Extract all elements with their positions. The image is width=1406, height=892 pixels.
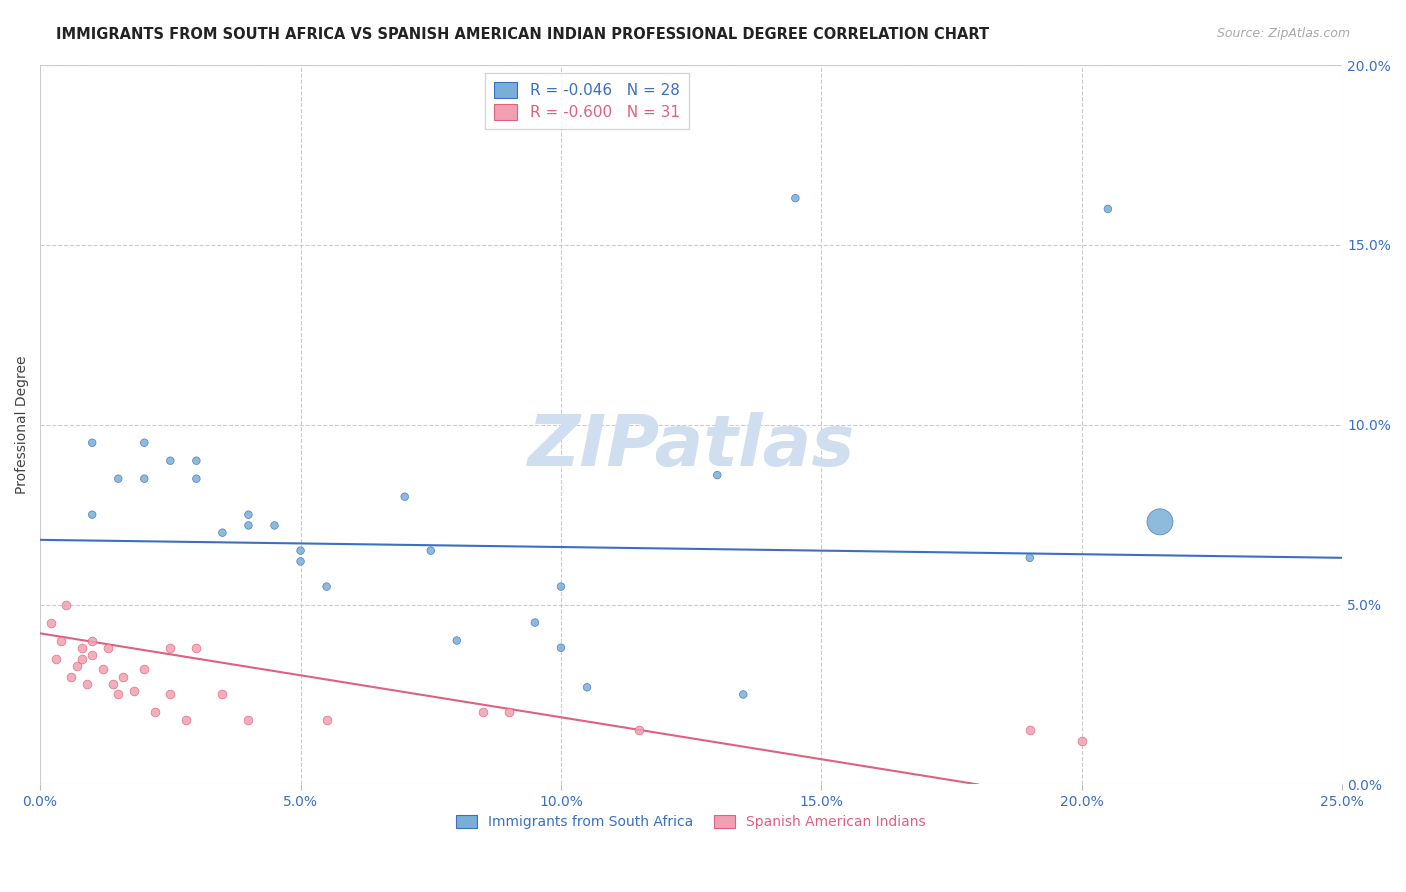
Point [498, 706, 520, 720]
Point [238, 508, 260, 522]
Point [471, 706, 494, 720]
Point [315, 580, 337, 594]
Point [65, 658, 87, 673]
Point [290, 554, 312, 568]
Point [82, 508, 104, 522]
Point [1070, 734, 1092, 748]
Point [49, 633, 72, 648]
Point [143, 706, 166, 720]
Point [186, 472, 208, 486]
Point [628, 723, 651, 738]
Point [550, 640, 572, 655]
Point [550, 580, 572, 594]
Point [186, 640, 208, 655]
Point [1018, 723, 1040, 738]
Point [70, 640, 93, 655]
Point [159, 640, 181, 655]
Point [263, 518, 285, 533]
Point [706, 468, 728, 483]
Point [107, 688, 129, 702]
Point [419, 543, 441, 558]
Point [39, 615, 62, 630]
Point [70, 651, 93, 665]
Point [186, 453, 208, 467]
Point [97, 640, 120, 655]
Point [238, 713, 260, 727]
Point [576, 681, 599, 695]
Point [159, 453, 181, 467]
Point [134, 435, 156, 450]
Point [45, 651, 67, 665]
Point [159, 688, 181, 702]
Point [107, 472, 129, 486]
Point [122, 684, 145, 698]
Point [76, 676, 98, 690]
Point [82, 648, 104, 662]
Y-axis label: Professional Degree: Professional Degree [15, 356, 30, 494]
Point [523, 615, 546, 630]
Point [733, 688, 755, 702]
Point [60, 669, 83, 683]
Point [112, 669, 135, 683]
Point [134, 472, 156, 486]
Point [82, 633, 104, 648]
Point [91, 662, 114, 676]
Text: IMMIGRANTS FROM SOUTH AFRICA VS SPANISH AMERICAN INDIAN PROFESSIONAL DEGREE CORR: IMMIGRANTS FROM SOUTH AFRICA VS SPANISH … [56, 27, 990, 42]
Point [1097, 202, 1119, 216]
Point [174, 713, 197, 727]
Text: ZIPatlas: ZIPatlas [527, 412, 855, 481]
Point [82, 435, 104, 450]
Point [238, 518, 260, 533]
Point [446, 633, 468, 648]
Point [101, 676, 124, 690]
Text: Source: ZipAtlas.com: Source: ZipAtlas.com [1216, 27, 1350, 40]
Point [55, 598, 77, 612]
Point [211, 688, 233, 702]
Legend: Immigrants from South Africa, Spanish American Indians: Immigrants from South Africa, Spanish Am… [451, 810, 932, 835]
Point [785, 191, 807, 205]
Point [394, 490, 416, 504]
Point [1149, 515, 1171, 529]
Point [134, 662, 156, 676]
Point [290, 543, 312, 558]
Point [211, 525, 233, 540]
Point [315, 713, 337, 727]
Point [1018, 550, 1040, 565]
